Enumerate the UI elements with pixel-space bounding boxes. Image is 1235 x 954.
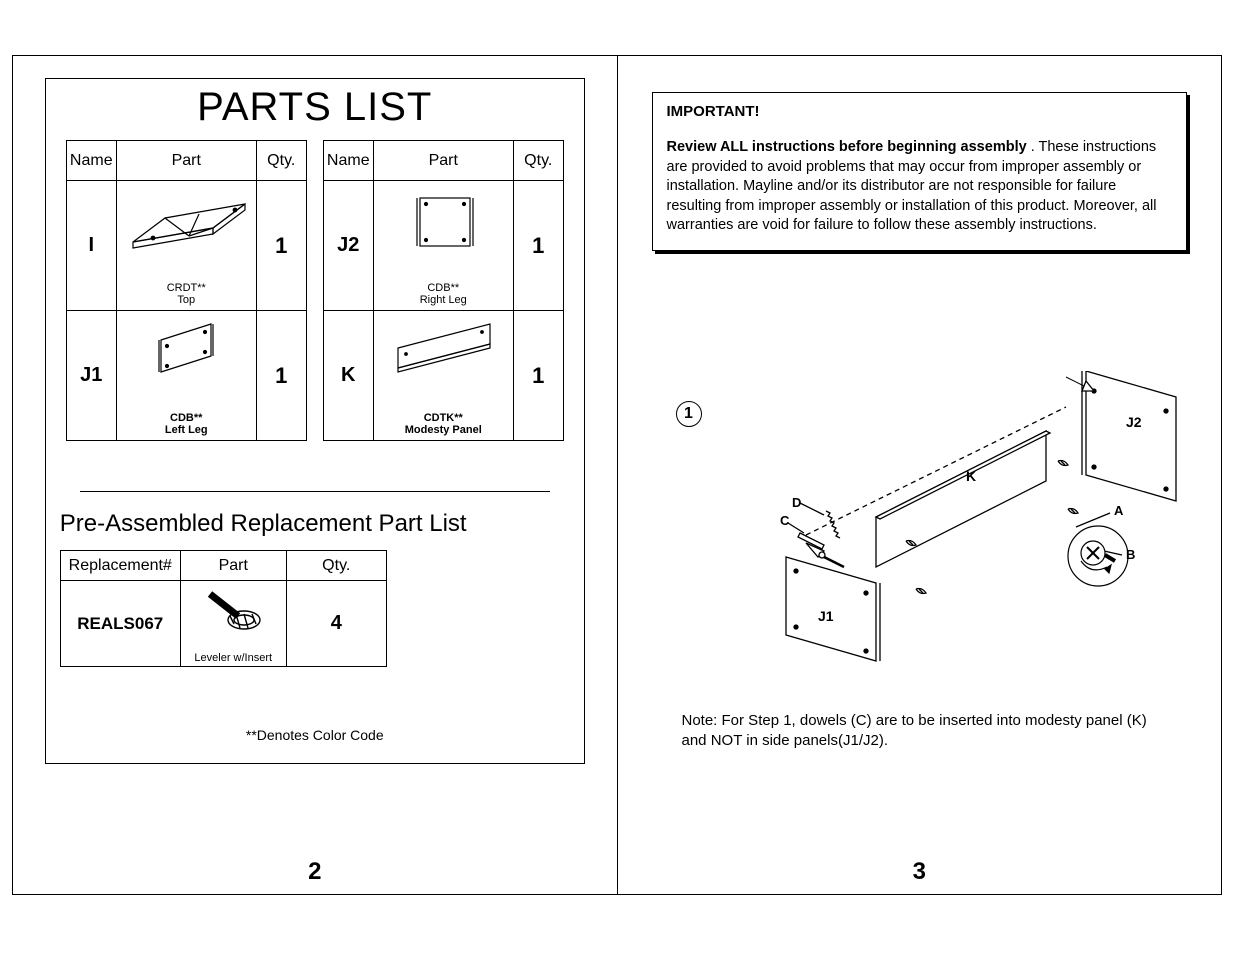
th-name: Name [66, 141, 116, 181]
parts-table-right: Name Part Qty. J2 [323, 140, 564, 441]
th-repl-num: Replacement# [60, 551, 180, 581]
part-code-J1: CDB** [170, 412, 202, 424]
th-name2: Name [323, 141, 373, 181]
th-repl-qty: Qty. [286, 551, 386, 581]
top-panel-icon [123, 184, 249, 262]
modesty-panel-icon [380, 314, 506, 392]
part-drawing-leftleg: CDB** Left Leg [118, 314, 255, 441]
part-label-J1: Left Leg [165, 424, 208, 436]
color-code-footnote: **Denotes Color Code [56, 727, 574, 743]
important-box: IMPORTANT! Review ALL instructions befor… [652, 92, 1188, 251]
svg-text:C: C [780, 513, 790, 528]
leveler-icon [188, 584, 278, 638]
svg-text:J1: J1 [818, 608, 834, 624]
left-leg-icon [123, 314, 249, 392]
important-lead: Review ALL instructions before beginning… [667, 139, 1027, 155]
divider-line [80, 491, 550, 492]
part-label-J2: Right Leg [420, 294, 467, 306]
page-number-right: 3 [618, 858, 1222, 886]
part-drawing-top: CRDT** Top [118, 184, 255, 311]
right-leg-icon [380, 184, 506, 262]
svg-text:K: K [966, 468, 976, 484]
th-part: Part [116, 141, 256, 181]
repl-qty: 4 [286, 581, 386, 667]
part-code-K: CDTK** [424, 412, 463, 424]
replacement-row: REALS067 [60, 581, 386, 667]
part-qty-I: 1 [256, 181, 306, 311]
part-qty-J1: 1 [256, 311, 306, 441]
part-id-I: I [66, 181, 116, 311]
page-number-left: 2 [13, 858, 617, 886]
part-qty-J2: 1 [513, 181, 563, 311]
parts-row-J1: J1 [66, 311, 306, 441]
parts-list-box: PARTS LIST Name Part Qty. I [45, 78, 585, 764]
part-qty-K: 1 [513, 311, 563, 441]
page-left: PARTS LIST Name Part Qty. I [12, 55, 618, 895]
th-repl-part: Part [180, 551, 286, 581]
th-part2: Part [373, 141, 513, 181]
important-title: IMPORTANT! [667, 103, 1173, 120]
step-note: Note: For Step 1, dowels (C) are to be i… [682, 711, 1174, 752]
part-id-J1: J1 [66, 311, 116, 441]
part-label-K: Modesty Panel [405, 424, 482, 436]
parts-row-I: I [66, 181, 306, 311]
svg-text:A: A [1114, 503, 1124, 518]
parts-table-left: Name Part Qty. I [66, 140, 307, 441]
assembly-diagram: 1 J2 [646, 371, 1194, 711]
pre-assembled-title: Pre-Assembled Replacement Part List [60, 510, 574, 538]
page-right: IMPORTANT! Review ALL instructions befor… [617, 55, 1223, 895]
part-id-J2: J2 [323, 181, 373, 311]
parts-row-J2: J2 [323, 181, 563, 311]
th-qty: Qty. [256, 141, 306, 181]
leveler-drawing: Leveler w/Insert [182, 584, 285, 667]
part-drawing-rightleg: CDB** Right Leg [375, 184, 512, 311]
svg-text:J2: J2 [1126, 414, 1142, 430]
important-body: Review ALL instructions before beginning… [667, 138, 1173, 236]
repl-num: REALS067 [60, 581, 180, 667]
step-number: 1 [676, 401, 702, 427]
part-label-I: Top [177, 294, 195, 306]
svg-text:D: D [792, 495, 801, 510]
part-code-J2: CDB** [427, 282, 459, 294]
part-code-I: CRDT** [167, 282, 206, 294]
part-drawing-modesty: CDTK** Modesty Panel [375, 314, 512, 441]
parts-row-K: K [323, 311, 563, 441]
cam-lock-detail-icon [1063, 521, 1133, 591]
part-id-K: K [323, 311, 373, 441]
th-qty2: Qty. [513, 141, 563, 181]
parts-list-title: PARTS LIST [56, 85, 574, 130]
replacement-table: Replacement# Part Qty. REALS067 [60, 550, 387, 667]
repl-label: Leveler w/Insert [194, 652, 272, 664]
